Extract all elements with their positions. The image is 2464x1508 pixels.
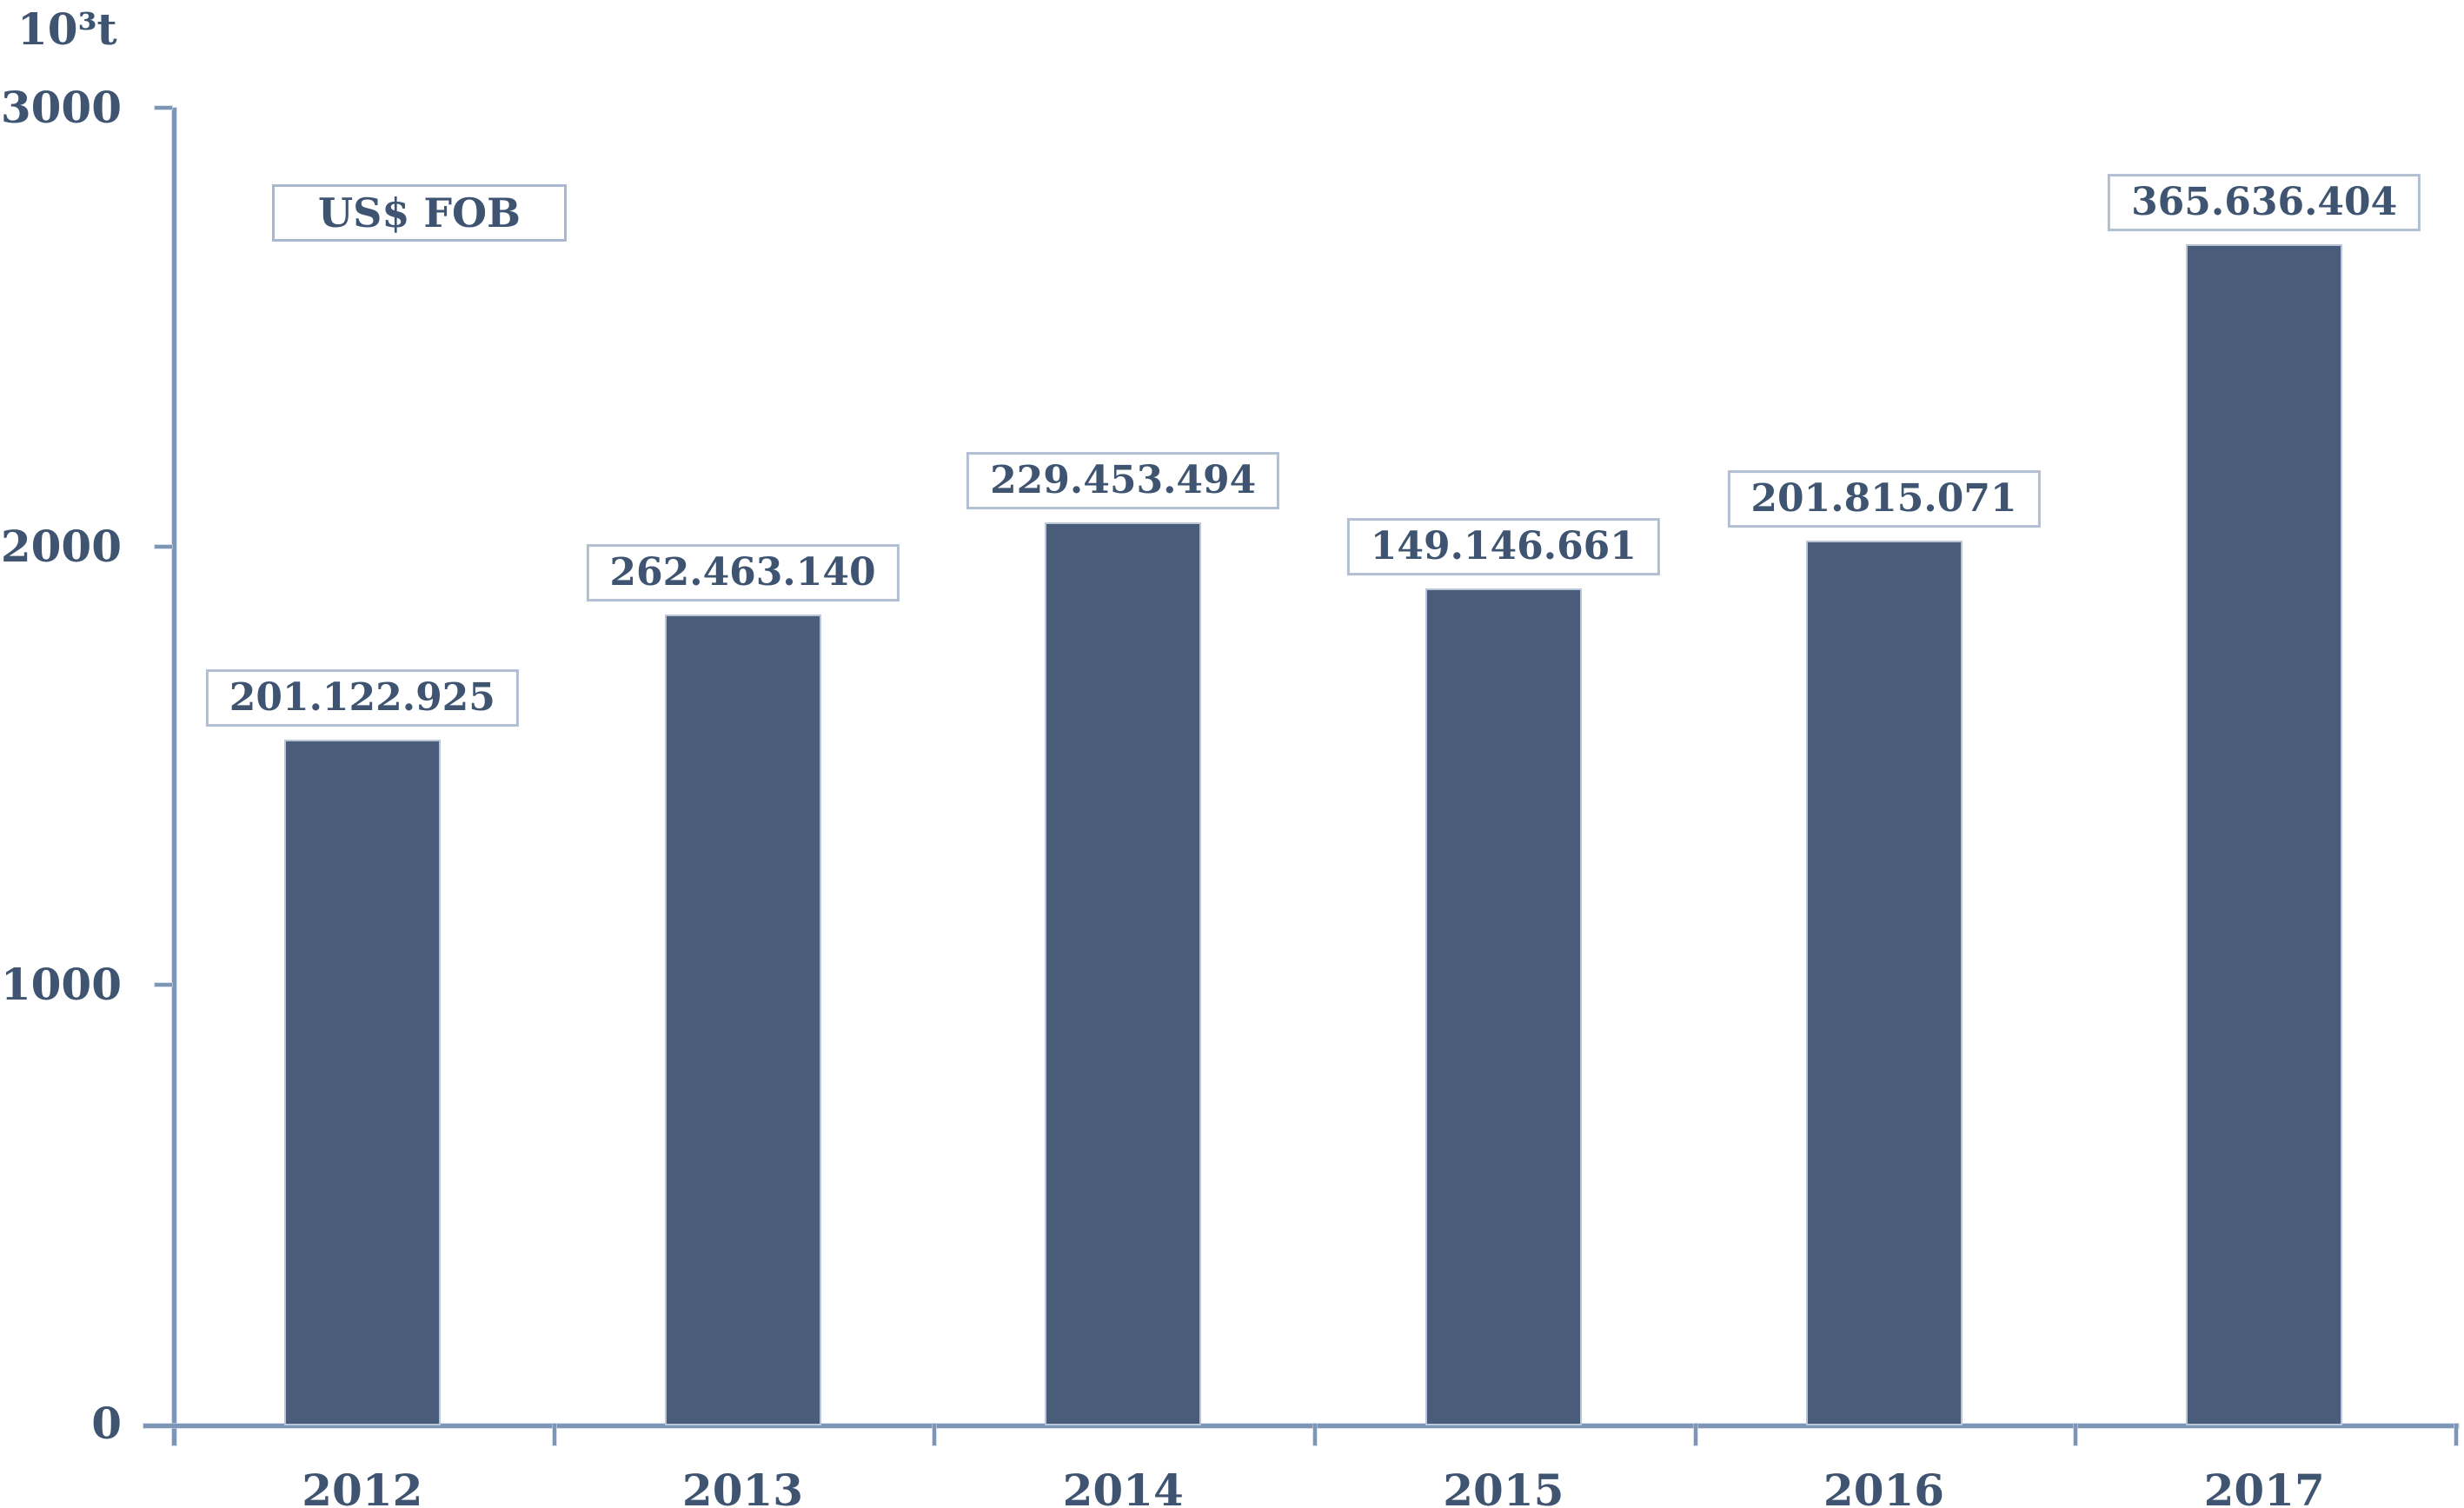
- x-axis-label-2015: 2015: [1443, 1465, 1564, 1508]
- x-axis-label-2016: 2016: [1823, 1465, 1945, 1508]
- bar-2016: [1807, 541, 1961, 1424]
- y-tick-label: 1000: [0, 959, 122, 1011]
- x-axis-label-2014: 2014: [1062, 1465, 1184, 1508]
- x-tick: [2074, 1424, 2078, 1445]
- x-tick: [552, 1424, 556, 1445]
- bar-value-label-2012: 201.122.925: [205, 669, 519, 727]
- bar-value-label-2016: 201.815.071: [1727, 469, 2041, 528]
- bar-value-label-2015: 149.146.661: [1346, 518, 1660, 576]
- x-tick: [1313, 1424, 1317, 1445]
- bar-value-label-2013: 262.463.140: [586, 544, 900, 602]
- bar-2014: [1046, 524, 1200, 1424]
- y-tick-label: 2000: [0, 520, 122, 572]
- bar-2015: [1426, 590, 1580, 1424]
- legend-label: US$ FOB: [318, 189, 521, 236]
- y-tick-label: 0: [91, 1398, 122, 1449]
- y-tick-label: 3000: [0, 82, 122, 133]
- y-tick: [155, 544, 172, 548]
- x-axis-line: [143, 1424, 2459, 1428]
- bar-2017: [2188, 245, 2341, 1424]
- y-axis-line: [172, 108, 176, 1445]
- y-tick: [155, 983, 172, 987]
- x-tick: [933, 1424, 937, 1445]
- y-axis-unit-label: 10³t: [17, 3, 117, 55]
- x-tick: [2454, 1424, 2458, 1445]
- x-tick: [1693, 1424, 1697, 1445]
- bar-2013: [666, 616, 820, 1424]
- legend-box: US$ FOB: [272, 184, 567, 242]
- x-axis-label-2013: 2013: [681, 1465, 804, 1508]
- bar-value-label-2017: 365.636.404: [2108, 174, 2421, 231]
- y-tick: [155, 106, 172, 110]
- bar-2012: [285, 741, 439, 1424]
- bar-value-label-2014: 229.453.494: [966, 452, 1280, 510]
- x-axis-label-2012: 2012: [302, 1465, 423, 1508]
- x-axis-label-2017: 2017: [2203, 1465, 2325, 1508]
